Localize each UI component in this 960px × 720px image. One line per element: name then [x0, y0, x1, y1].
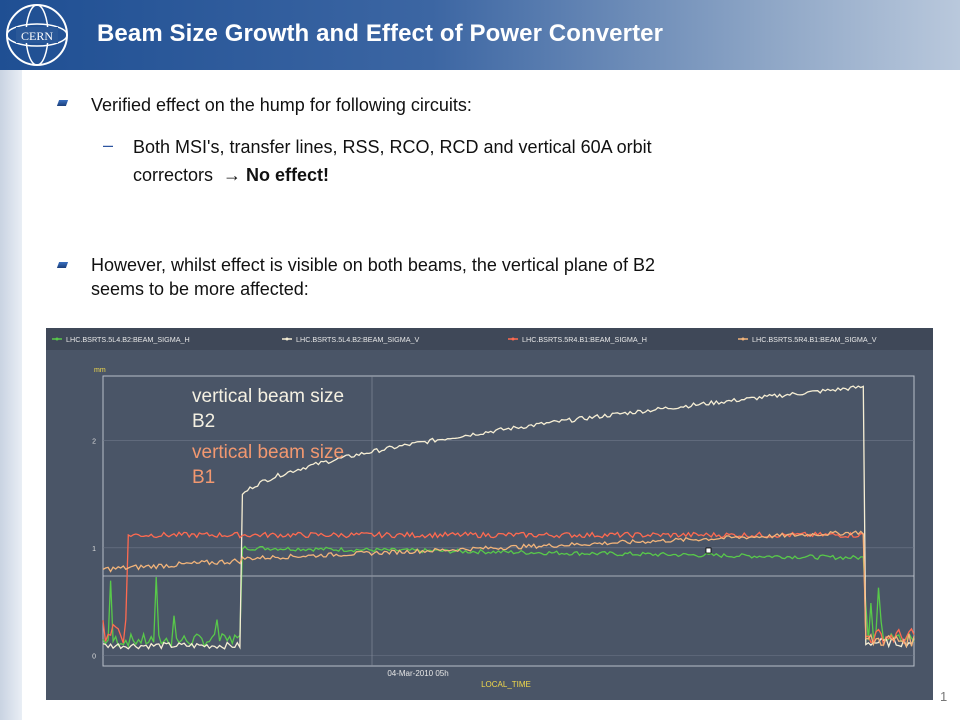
y-tick-label: 0: [92, 653, 96, 660]
legend-item[interactable]: LHC.BSRTS.5L4.B2:BEAM_SIGMA_H: [66, 335, 190, 344]
y-tick-label: 2: [92, 438, 96, 445]
y-unit-label: mm: [94, 367, 106, 374]
bullet-icon: [56, 262, 69, 268]
slide-title: Beam Size Growth and Effect of Power Con…: [97, 20, 664, 47]
annotation-label: B1: [192, 467, 215, 488]
plot-frame: [102, 375, 915, 667]
series-line: [102, 531, 915, 647]
sub-bullet-prefix: correctors →: [133, 165, 247, 185]
slide-left-band: [0, 0, 22, 720]
sub-bullet-line-1: Both MSI's, transfer lines, RSS, RCO, RC…: [133, 137, 652, 157]
bullet-text: seems to be more affected:: [91, 279, 309, 299]
series-line: [102, 545, 915, 649]
data-cursor-marker[interactable]: [705, 547, 712, 554]
annotation-label: vertical beam size: [192, 386, 344, 407]
sub-bullet-line-2: correctors → No effect!: [133, 163, 329, 187]
legend-marker: [285, 337, 289, 341]
bullet-text: Verified effect on the hump for followin…: [91, 95, 472, 115]
y-tick-label: 1: [92, 546, 96, 553]
legend-item[interactable]: LHC.BSRTS.5R4.B1:BEAM_SIGMA_V: [752, 335, 877, 344]
annotation-label: vertical beam size: [192, 442, 344, 463]
legend-marker: [55, 337, 59, 341]
dash-icon: –: [103, 135, 114, 155]
logo-text: CERN: [21, 29, 53, 43]
series-line: [102, 530, 915, 649]
chart-svg: LHC.BSRTS.5L4.B2:BEAM_SIGMA_H LHC.BSRTS.5…: [46, 328, 933, 689]
timber-chart: LHC.BSRTS.5L4.B2:BEAM_SIGMA_H LHC.BSRTS.5…: [46, 328, 933, 700]
legend-item[interactable]: LHC.BSRTS.5R4.B1:BEAM_SIGMA_H: [522, 335, 647, 344]
legend-bar: [46, 328, 933, 350]
slide-header: CERN Beam Size Growth and Effect of Powe…: [0, 0, 960, 70]
legend-item[interactable]: LHC.BSRTS.5L4.B2:BEAM_SIGMA_V: [296, 335, 420, 344]
legend-marker: [741, 337, 745, 341]
x-tick-label: 04-Mar-2010 05h: [387, 669, 448, 678]
bullet-text: However, whilst effect is visible on bot…: [91, 255, 655, 275]
page-number: 1: [940, 689, 948, 704]
cern-logo: CERN: [6, 4, 68, 66]
annotation-label: B2: [192, 411, 215, 432]
no-effect-label: No effect!: [246, 165, 330, 185]
bullet-icon: [56, 100, 69, 106]
series-line: [102, 385, 915, 650]
legend-marker: [511, 337, 515, 341]
x-axis-label: LOCAL_TIME: [481, 680, 531, 689]
